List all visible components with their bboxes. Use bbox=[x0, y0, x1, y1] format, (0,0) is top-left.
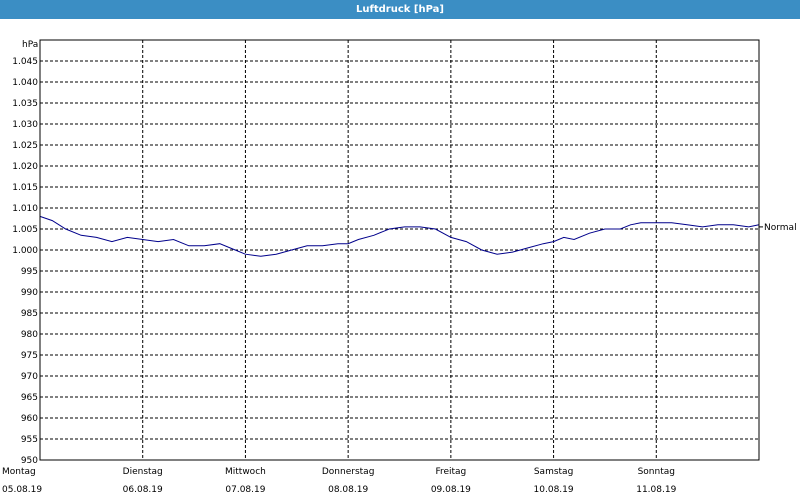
y-tick-label: 1.035 bbox=[12, 99, 38, 109]
y-tick-label: 960 bbox=[21, 414, 38, 424]
x-tick-date-label: 10.08.19 bbox=[534, 485, 574, 495]
y-tick-label: 955 bbox=[21, 435, 38, 445]
x-tick-day-label: Samstag bbox=[534, 467, 573, 477]
y-tick-label: 1.030 bbox=[12, 120, 38, 130]
x-tick-date-label: 06.08.19 bbox=[123, 485, 163, 495]
x-tick-day-label: Mittwoch bbox=[225, 467, 266, 477]
x-tick-date-label: 09.08.19 bbox=[431, 485, 471, 495]
x-tick-date-label: 11.08.19 bbox=[636, 485, 676, 495]
x-tick-day-label: Freitag bbox=[435, 467, 466, 477]
y-tick-labels: 950 955 960 965 970 975 980 985 990 995 1.000 1.005… bbox=[12, 57, 38, 466]
y-tick-label: 1.020 bbox=[12, 162, 38, 172]
pressure-chart: 950 955 960 965 970 975 980 985 990 995 1.000 1.005… bbox=[0, 19, 800, 500]
chart-svg: 950 955 960 965 970 975 980 985 990 995 1.000 1.005… bbox=[2, 39, 797, 495]
y-tick-label: 1.040 bbox=[12, 78, 38, 88]
y-tick-label: 965 bbox=[21, 393, 38, 403]
y-tick-label: 1.010 bbox=[12, 204, 38, 214]
y-tick-label: 1.015 bbox=[12, 183, 38, 193]
y-tick-label: 975 bbox=[21, 351, 38, 361]
y-tick-label: 995 bbox=[21, 267, 38, 277]
x-tick-labels: Montag 05.08.19 Dienstag 06.08.19 Mittwoch 07… bbox=[2, 467, 677, 495]
reference-label: Normal bbox=[764, 223, 797, 233]
y-axis-unit-label: hPa bbox=[22, 40, 38, 50]
x-tick-day-label: Sonntag bbox=[638, 467, 675, 477]
x-tick-date-label: 05.08.19 bbox=[2, 485, 42, 495]
y-tick-label: 1.025 bbox=[12, 141, 38, 151]
x-tick-date-label: 07.08.19 bbox=[225, 485, 265, 495]
grid-layer bbox=[40, 40, 759, 460]
x-tick-date-label: 08.08.19 bbox=[328, 485, 368, 495]
y-tick-label: 980 bbox=[21, 330, 38, 340]
y-tick-label: 950 bbox=[21, 456, 38, 466]
x-tick-day-label: Dienstag bbox=[123, 467, 163, 477]
y-tick-label: 970 bbox=[21, 372, 38, 382]
y-tick-label: 1.045 bbox=[12, 57, 38, 67]
pressure-series-line bbox=[39, 215, 760, 257]
x-tick-day-label: Montag bbox=[2, 467, 36, 477]
y-tick-label: 985 bbox=[21, 309, 38, 319]
series-layer bbox=[39, 215, 763, 257]
y-tick-label: 1.000 bbox=[12, 246, 38, 256]
x-tick-day-label: Donnerstag bbox=[322, 467, 375, 477]
y-tick-label: 990 bbox=[21, 288, 38, 298]
plot-frame bbox=[39, 39, 760, 461]
chart-title: Luftdruck [hPa] bbox=[0, 0, 800, 19]
y-tick-label: 1.005 bbox=[12, 225, 38, 235]
